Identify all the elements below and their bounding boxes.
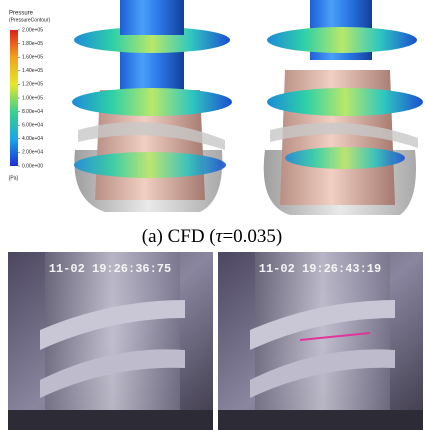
legend-label: 1.80e+05: [22, 41, 43, 47]
legend-label: 0.00e+00: [22, 163, 43, 169]
shaft: [120, 27, 184, 35]
legend-label: 2.00e+04: [22, 150, 43, 156]
legend-label: 2.00e+05: [22, 27, 43, 33]
legend-label: 1.60e+05: [22, 55, 43, 61]
cylinder: [255, 252, 390, 430]
page: { "legend": { "title": "Pressure", "subt…: [0, 0, 425, 430]
caption-prefix: (a) CFD (: [142, 226, 216, 247]
legend-subtitle: (PressureContour): [9, 17, 50, 23]
photo-left: 11-02 19:26:36:75: [8, 252, 213, 430]
legend-title: Pressure: [9, 11, 34, 17]
helix-blade: [72, 88, 232, 116]
photo-right: 11-02 19:26:43:19: [218, 252, 423, 430]
caption: (a) CFD (τ=0.035): [142, 226, 283, 247]
legend-label: 1.00e+05: [22, 95, 43, 101]
helix-blade: [267, 27, 417, 53]
timestamp: 11-02 19:26:36:75: [49, 262, 171, 276]
helix-blade: [267, 88, 423, 116]
cylinder: [45, 252, 180, 430]
helix-blade: [285, 147, 405, 169]
legend-labels: 2.00e+05 1.80e+05 1.60e+05 1.40e+05 1.20e+05…: [18, 27, 43, 169]
timestamp: 11-02 19:26:43:19: [259, 262, 381, 276]
cfd-render-left: [72, 0, 232, 212]
legend-label: 1.40e+05: [22, 68, 43, 74]
legend-label: 6.00e+04: [22, 123, 43, 129]
caption-suffix: =0.035): [222, 226, 282, 247]
legend-label: 4.00e+04: [22, 136, 43, 142]
colorbar: [10, 30, 18, 166]
cfd-render-right: [264, 0, 423, 215]
legend-label: 8.00e+04: [22, 109, 43, 115]
legend-label: 1.20e+05: [22, 82, 43, 88]
bolt-row: [218, 410, 423, 430]
helix-blade: [74, 152, 226, 178]
bolt-row: [8, 410, 213, 430]
pressure-legend: Pressure (PressureContour) 2.00e+05 1.80e…: [9, 11, 50, 182]
figure: Pressure (PressureContour) 2.00e+05 1.80e…: [0, 0, 425, 430]
legend-unit: [Pa]: [9, 175, 19, 181]
